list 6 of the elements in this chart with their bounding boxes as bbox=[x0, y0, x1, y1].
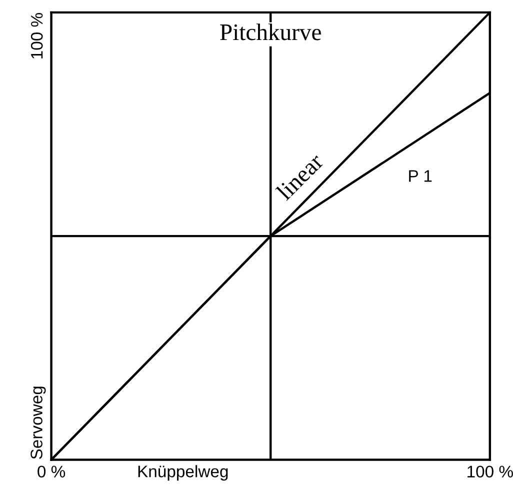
chart-title: Pitchkurve bbox=[220, 24, 321, 40]
text: 100 % bbox=[30, 13, 43, 58]
x-tick-label: 0 % bbox=[38, 466, 66, 478]
y-axis-title: Servoweg bbox=[30, 386, 46, 459]
x-axis-title: Knüppelweg bbox=[138, 465, 228, 481]
series-label: P 1 bbox=[409, 170, 432, 182]
